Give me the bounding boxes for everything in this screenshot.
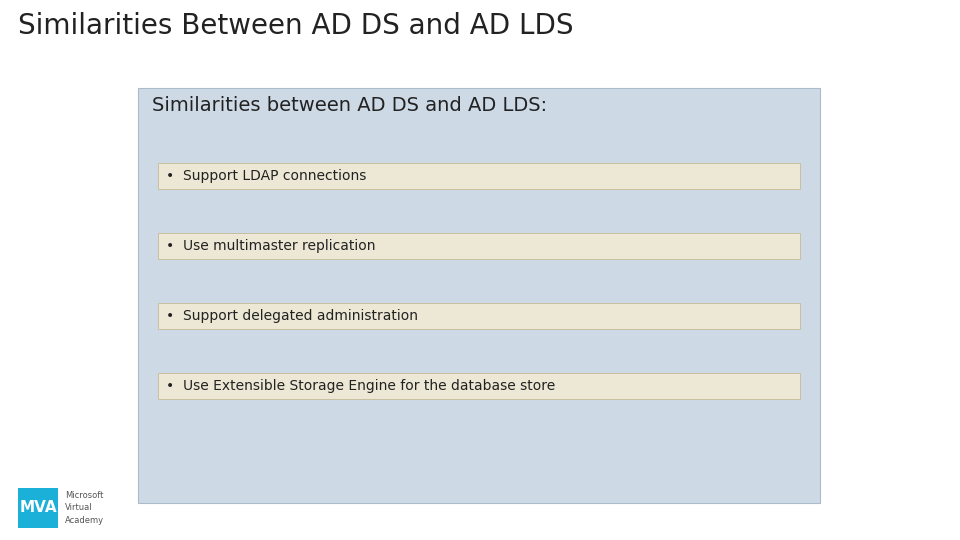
FancyBboxPatch shape [138,88,820,503]
FancyBboxPatch shape [158,233,800,259]
Text: •  Use multimaster replication: • Use multimaster replication [166,239,375,253]
Text: Microsoft
Virtual
Academy: Microsoft Virtual Academy [65,491,104,525]
FancyBboxPatch shape [18,488,58,528]
Text: •  Support delegated administration: • Support delegated administration [166,309,418,323]
Text: •  Support LDAP connections: • Support LDAP connections [166,169,367,183]
Text: MVA: MVA [19,501,57,516]
FancyBboxPatch shape [158,373,800,399]
Text: •  Use Extensible Storage Engine for the database store: • Use Extensible Storage Engine for the … [166,379,555,393]
Text: Similarities Between AD DS and AD LDS: Similarities Between AD DS and AD LDS [18,12,573,40]
FancyBboxPatch shape [158,163,800,189]
Text: Similarities between AD DS and AD LDS:: Similarities between AD DS and AD LDS: [152,96,547,115]
FancyBboxPatch shape [158,303,800,329]
